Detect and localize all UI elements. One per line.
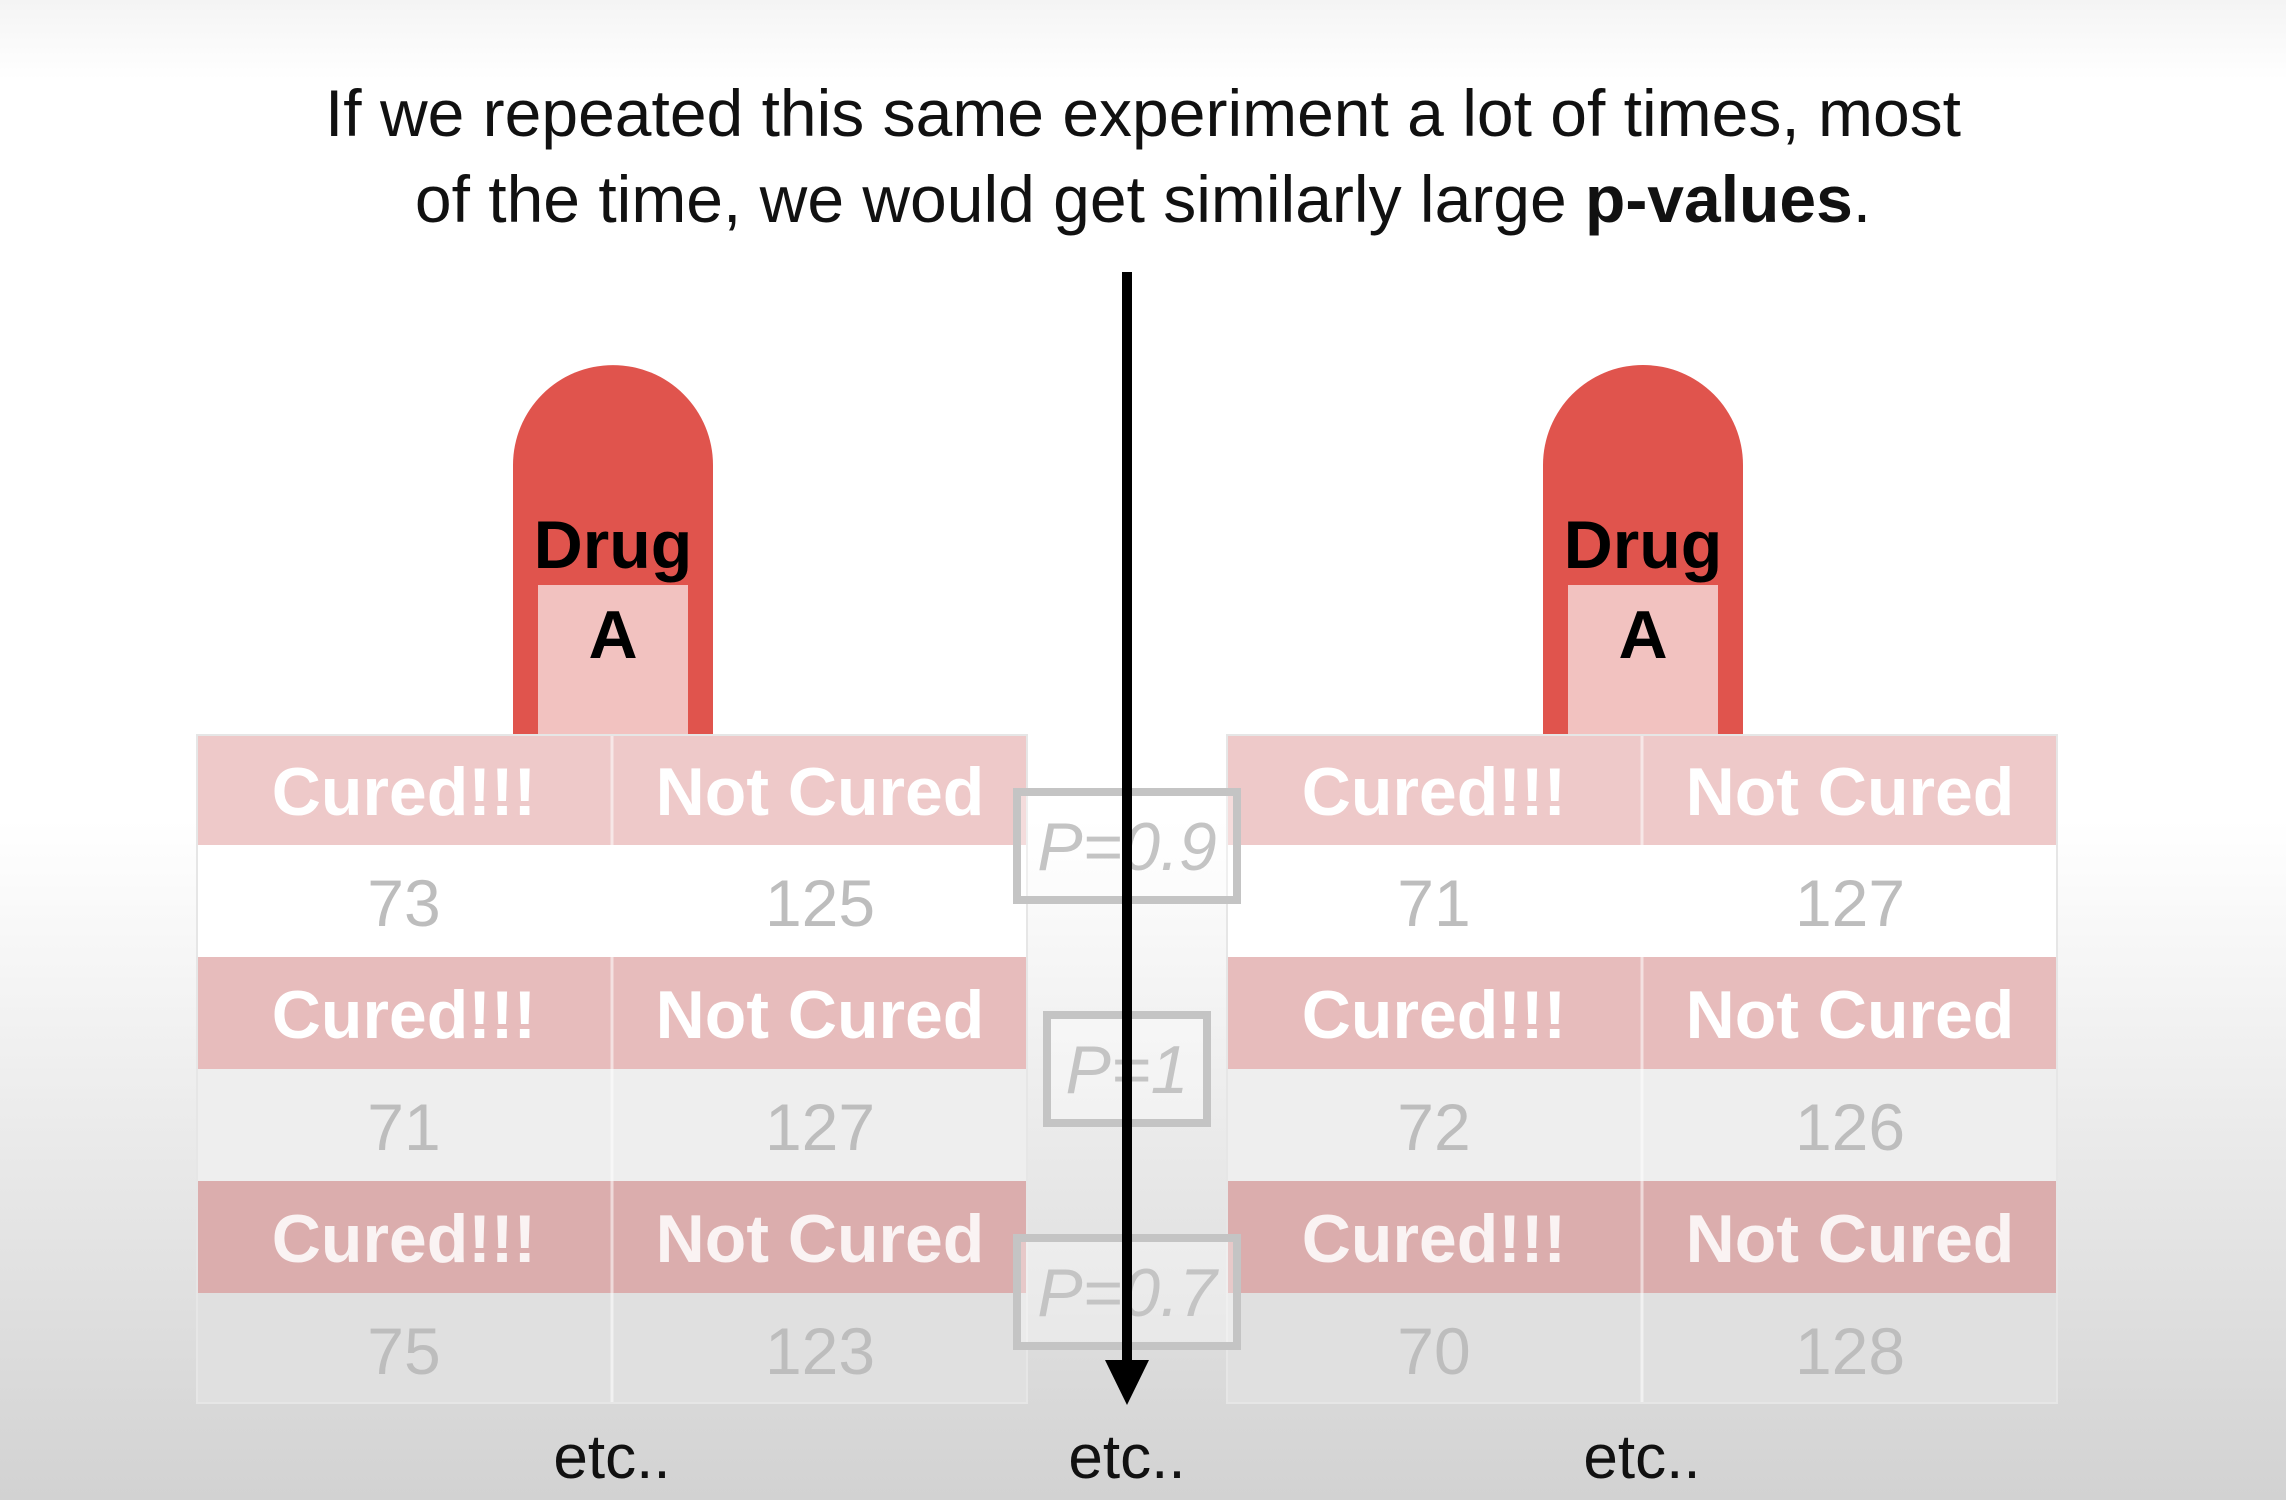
arrowhead-icon <box>1105 1360 1149 1405</box>
results-table-right: Cured!!! Not Cured 71 127 Cured!!! Not C… <box>1226 734 2058 1404</box>
cured-count: 72 <box>1397 1090 1470 1164</box>
pill-word: Drug <box>1564 507 1723 583</box>
pill-letter: A <box>588 597 637 673</box>
headline-line-2-text: of the time, we would get similarly larg… <box>414 162 1586 236</box>
not-cured-count: 127 <box>765 1090 875 1164</box>
not-cured-count: 128 <box>1795 1314 1905 1388</box>
headline-emphasis: p-values <box>1585 162 1853 236</box>
pill-word: Drug <box>534 507 693 583</box>
cured-header: Cured!!! <box>272 754 536 830</box>
not-cured-header: Not Cured <box>1686 1201 2015 1277</box>
not-cured-count: 123 <box>765 1314 875 1388</box>
cured-count: 70 <box>1397 1314 1470 1388</box>
not-cured-header: Not Cured <box>656 977 985 1053</box>
not-cured-count: 127 <box>1795 866 1905 940</box>
not-cured-count: 126 <box>1795 1090 1905 1164</box>
headline-period: . <box>1852 162 1872 236</box>
cured-count: 71 <box>367 1090 440 1164</box>
pill-window <box>538 585 688 735</box>
headline-line-2: of the time, we would get similarly larg… <box>143 156 2143 242</box>
drug-pill-right: Drug A <box>1543 365 1743 735</box>
not-cured-header: Not Cured <box>656 754 985 830</box>
table-border <box>1226 734 2058 1404</box>
cured-header: Cured!!! <box>1302 977 1566 1053</box>
pill-letter: A <box>1618 597 1667 673</box>
cured-header: Cured!!! <box>272 1201 536 1277</box>
etc-label-right: etc.. <box>1583 1423 1700 1492</box>
headline-line-1: If we repeated this same experiment a lo… <box>324 76 1962 150</box>
cured-count: 71 <box>1397 866 1470 940</box>
not-cured-header: Not Cured <box>656 1201 985 1277</box>
cured-header: Cured!!! <box>1302 1201 1566 1277</box>
cured-count: 75 <box>367 1314 440 1388</box>
cured-header: Cured!!! <box>1302 754 1566 830</box>
drug-pill-left: Drug A <box>513 365 713 735</box>
headline: If we repeated this same experiment a lo… <box>143 70 2143 242</box>
etc-label-center: etc.. <box>1068 1423 1185 1492</box>
not-cured-header: Not Cured <box>1686 977 2015 1053</box>
cured-count: 73 <box>367 866 440 940</box>
table-border <box>196 734 1028 1404</box>
etc-label-left: etc.. <box>553 1423 670 1492</box>
not-cured-count: 125 <box>765 866 875 940</box>
results-table-left: Cured!!! Not Cured 73 125 Cured!!! Not C… <box>196 734 1028 1404</box>
not-cured-header: Not Cured <box>1686 754 2015 830</box>
down-arrow <box>1105 272 1149 1405</box>
cured-header: Cured!!! <box>272 977 536 1053</box>
pill-window <box>1568 585 1718 735</box>
